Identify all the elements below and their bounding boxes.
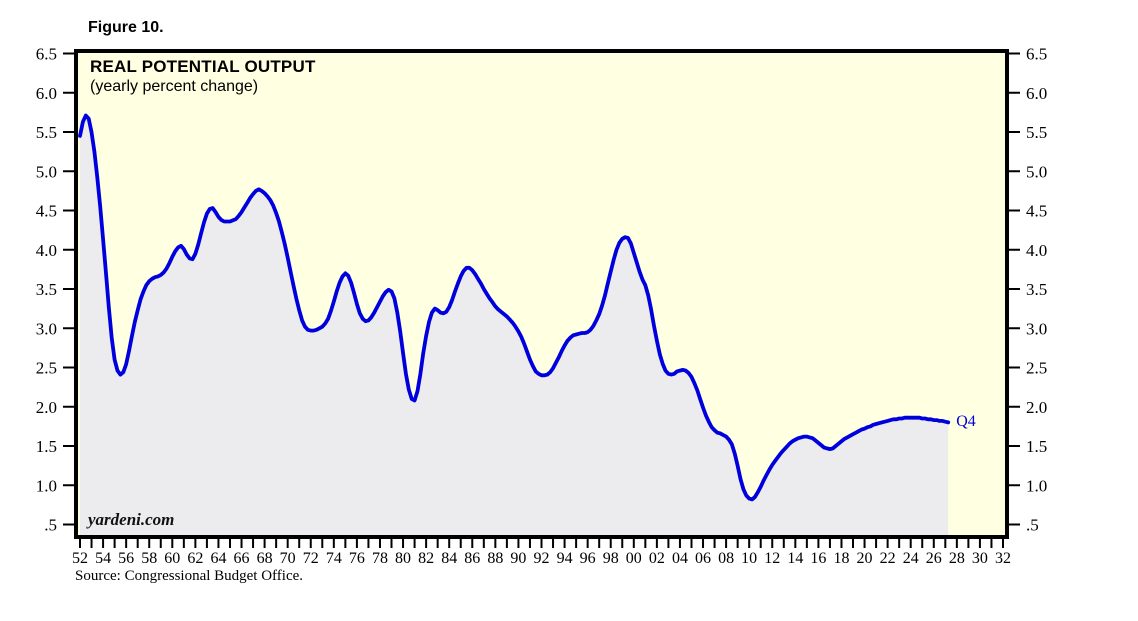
x-tick-label: 74 xyxy=(326,550,342,567)
y-tick-label-right: 3.5 xyxy=(1026,280,1047,299)
x-tick-label: 94 xyxy=(557,550,573,567)
y-tick-label-left: 1.0 xyxy=(36,476,57,495)
x-tick-label: 96 xyxy=(580,550,596,567)
y-tick-label-right: 5.0 xyxy=(1026,162,1047,181)
x-tick-label: 14 xyxy=(787,550,803,567)
y-tick-label-right: 4.0 xyxy=(1026,241,1047,260)
x-tick-label: 60 xyxy=(164,550,180,567)
x-tick-label: 16 xyxy=(810,550,826,567)
x-tick-label: 58 xyxy=(141,550,157,567)
x-tick-label: 80 xyxy=(395,550,411,567)
x-tick-label: 52 xyxy=(72,550,88,567)
x-tick-label: 04 xyxy=(672,550,688,567)
x-tick-label: 54 xyxy=(95,550,111,567)
x-tick-label: 98 xyxy=(603,550,619,567)
potential-output-line xyxy=(78,113,951,502)
y-tick-label-left: 2.0 xyxy=(36,398,57,417)
x-tick-label: 86 xyxy=(464,550,480,567)
x-tick-label: 22 xyxy=(880,550,896,567)
chart-plot-area: 6.5 6.5 6.0 6.0 5.5 5.5 5.0 5.0 4.5 4.5 4.0 4.0 3.5 3… xyxy=(36,45,1048,568)
x-tick-label: 02 xyxy=(649,550,665,567)
x-tick-label: 10 xyxy=(741,550,757,567)
y-tick-label-right: 6.5 xyxy=(1026,45,1047,64)
y-tick-label-left: .5 xyxy=(44,516,57,535)
x-tick-label: 82 xyxy=(418,550,434,567)
watermark-yardeni: yardeni.com xyxy=(88,510,175,529)
x-tick-label: 84 xyxy=(441,550,457,567)
y-tick-label-left: 6.0 xyxy=(36,84,57,103)
y-tick-label-left: 4.0 xyxy=(36,241,57,260)
x-tick-label: 68 xyxy=(257,550,273,567)
chart-title: REAL POTENTIAL OUTPUT xyxy=(90,57,316,76)
chart-canvas: 6.5 6.5 6.0 6.0 5.5 5.5 5.0 5.0 4.5 4.5 4.0 4.0 3.5 3… xyxy=(36,45,1048,568)
y-tick-label-left: 2.5 xyxy=(36,359,57,378)
x-tick-label: 08 xyxy=(718,550,734,567)
x-tick-label: 66 xyxy=(234,550,250,567)
x-tick-label: 56 xyxy=(118,550,134,567)
y-tick-label-left: 4.5 xyxy=(36,202,57,221)
x-tick-label: 00 xyxy=(626,550,642,567)
y-tick-label-right: 1.0 xyxy=(1026,476,1047,495)
y-tick-label-right: 2.5 xyxy=(1026,359,1047,378)
x-tick-label: 72 xyxy=(303,550,319,567)
x-tick-label: 30 xyxy=(972,550,988,567)
x-tick-label: 90 xyxy=(510,550,526,567)
y-tick-label-right: 4.5 xyxy=(1026,202,1047,221)
x-tick-label: 78 xyxy=(372,550,388,567)
x-tick-label: 12 xyxy=(764,550,780,567)
x-tick-label: 06 xyxy=(695,550,711,567)
x-tick-label: 92 xyxy=(534,550,550,567)
y-tick-label-left: 3.0 xyxy=(36,319,57,338)
x-tick-label: 70 xyxy=(280,550,296,567)
y-tick-label-left: 6.5 xyxy=(36,45,57,64)
x-tick-label: 20 xyxy=(857,550,873,567)
y-tick-label-left: 1.5 xyxy=(36,437,57,456)
x-tick-label: 18 xyxy=(833,550,849,567)
x-tick-label: 28 xyxy=(949,550,965,567)
y-tick-label-right: 1.5 xyxy=(1026,437,1047,456)
x-tick-label: 62 xyxy=(187,550,203,567)
source-note: Source: Congressional Budget Office. xyxy=(75,568,304,584)
x-tick-label: 76 xyxy=(349,550,365,567)
x-tick-label: 32 xyxy=(995,550,1011,567)
series-end-label-q4: Q4 xyxy=(956,413,976,431)
x-tick-label: 64 xyxy=(210,550,226,567)
chart-subtitle: (yearly percent change) xyxy=(90,78,259,95)
y-tick-label-right: 6.0 xyxy=(1026,84,1047,103)
y-tick-label-left: 3.5 xyxy=(36,280,57,299)
y-tick-label-right: .5 xyxy=(1026,516,1039,535)
y-tick-label-right: 2.0 xyxy=(1026,398,1047,417)
y-tick-label-right: 5.5 xyxy=(1026,123,1047,142)
y-tick-label-left: 5.0 xyxy=(36,162,57,181)
x-tick-label: 24 xyxy=(903,550,919,567)
y-tick-label-right: 3.0 xyxy=(1026,319,1047,338)
figure-number-label: Figure 10. xyxy=(88,19,164,36)
y-tick-label-left: 5.5 xyxy=(36,123,57,142)
x-tick-label: 88 xyxy=(487,550,503,567)
x-tick-label: 26 xyxy=(926,550,942,567)
